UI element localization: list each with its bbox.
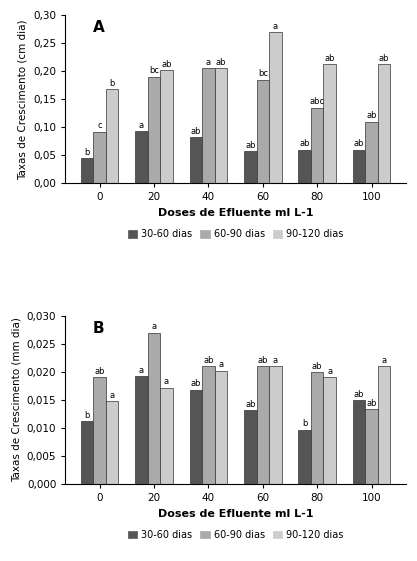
Bar [106,89,118,183]
Bar [81,421,93,484]
Text: ab: ab [367,399,377,408]
Bar [256,80,269,183]
Text: b: b [84,148,90,157]
Text: ab: ab [312,361,322,370]
Text: abc: abc [310,97,325,107]
Bar [244,410,256,484]
Bar [269,32,281,183]
Bar [269,366,281,484]
Text: ab: ab [324,54,335,63]
Text: bc: bc [149,66,159,76]
X-axis label: Doses de Efluente ml L-1: Doses de Efluente ml L-1 [158,208,313,218]
Text: ab: ab [379,54,389,63]
Bar [202,68,215,183]
Text: a: a [219,360,224,369]
Text: A: A [93,20,104,35]
Text: ab: ab [203,356,214,365]
Bar [160,388,173,484]
Text: ab: ab [354,139,364,149]
Bar [324,378,336,484]
Bar [378,65,390,183]
Bar [353,150,365,183]
Text: ab: ab [161,59,172,69]
Y-axis label: Taxas de Crescimento (mm dia): Taxas de Crescimento (mm dia) [11,318,21,482]
Text: bc: bc [258,69,268,79]
Bar [353,400,365,484]
Text: a: a [327,367,332,376]
Text: b: b [302,419,307,428]
Legend: 30-60 dias, 60-90 dias, 90-120 dias: 30-60 dias, 60-90 dias, 90-120 dias [124,226,347,243]
Bar [244,151,256,183]
Text: ab: ab [245,399,256,408]
Bar [365,410,378,484]
Text: a: a [110,390,115,399]
Text: ab: ab [367,111,377,121]
Bar [106,401,118,484]
Bar [311,108,324,183]
Text: b: b [109,79,115,88]
Bar [299,150,311,183]
Text: ab: ab [94,367,105,376]
Bar [202,366,215,484]
Bar [148,77,160,183]
Bar [190,390,202,484]
Text: a: a [151,322,156,331]
Text: a: a [164,377,169,386]
Text: a: a [273,356,278,365]
Bar [378,366,390,484]
Bar [160,70,173,183]
Text: ab: ab [191,379,201,388]
Bar [311,372,324,484]
Text: a: a [206,58,211,67]
Text: ab: ab [258,356,268,365]
Text: ab: ab [191,127,201,136]
Bar [215,371,227,484]
Bar [148,333,160,484]
Bar [215,68,227,183]
Text: a: a [139,366,144,375]
Text: a: a [139,121,144,130]
Y-axis label: Taxas de Crescimento (cm dia): Taxas de Crescimento (cm dia) [18,19,28,180]
Text: b: b [84,411,90,420]
Text: B: B [93,321,104,336]
Text: ab: ab [245,141,256,150]
Text: ab: ab [216,58,226,67]
Text: a: a [382,356,387,365]
Bar [365,122,378,183]
Text: a: a [273,21,278,31]
Bar [135,131,148,183]
Bar [81,158,93,183]
Bar [299,430,311,484]
Bar [324,65,336,183]
Text: ab: ab [299,139,310,149]
Bar [190,137,202,183]
Bar [135,376,148,484]
X-axis label: Doses de Efluente ml L-1: Doses de Efluente ml L-1 [158,509,313,518]
Legend: 30-60 dias, 60-90 dias, 90-120 dias: 30-60 dias, 60-90 dias, 90-120 dias [124,526,347,544]
Bar [93,378,106,484]
Text: ab: ab [354,389,364,398]
Bar [93,132,106,183]
Text: c: c [97,121,102,131]
Bar [256,366,269,484]
